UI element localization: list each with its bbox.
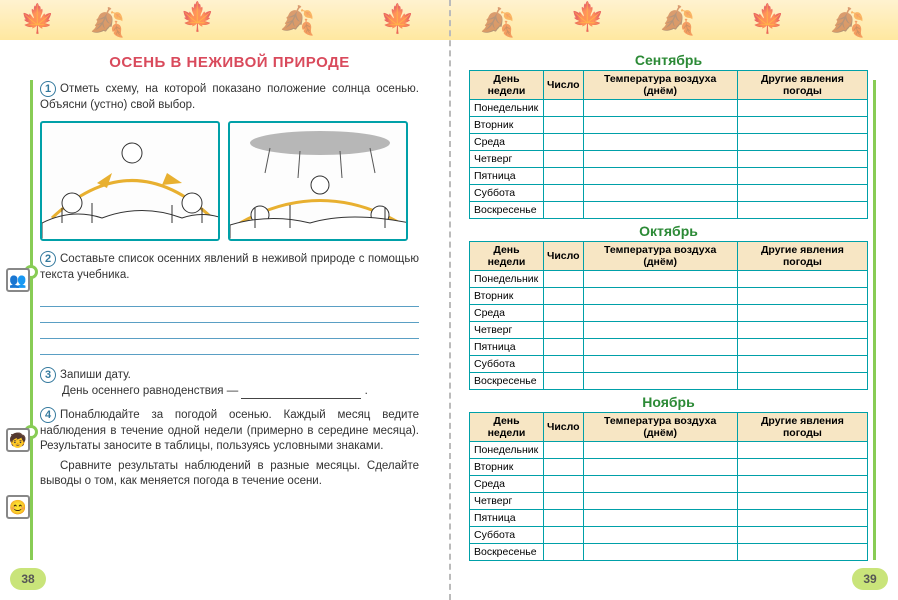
diagram-row [40,121,419,241]
margin-line [873,80,876,560]
page-spine [449,0,451,600]
col-weather: Другие явления погоды [737,71,867,100]
page-number-right: 39 [852,568,888,590]
task-number: 4 [40,407,56,423]
table-row: Суббота [470,185,868,202]
table-row: Понедельник [470,442,868,459]
col-temp: Температура воздуха (днём) [583,71,737,100]
table-row: Пятница [470,339,868,356]
table-row: Понедельник [470,271,868,288]
observe-icon: 🧒 [6,428,30,452]
month-title-september: Сентябрь [469,52,868,68]
page-title: ОСЕНЬ В НЕЖИВОЙ ПРИРОДЕ [40,54,419,71]
table-october[interactable]: День неделиЧислоТемпература воздуха (днё… [469,241,868,390]
task-2: 2Составьте список осенних явлений в нежи… [40,251,419,283]
col-day: День недели [470,71,544,100]
table-row: Вторник [470,459,868,476]
table-row: Вторник [470,117,868,134]
task-number: 2 [40,251,56,267]
table-november[interactable]: День неделиЧислоТемпература воздуха (днё… [469,412,868,561]
table-row: Среда [470,305,868,322]
table-row: Воскресенье [470,544,868,561]
page-number-left: 38 [10,568,46,590]
compare-icon: 😊 [6,495,30,519]
page-left: ОСЕНЬ В НЕЖИВОЙ ПРИРОДЕ 1Отметь схему, н… [0,40,449,600]
sun-diagram-summer [40,121,220,241]
table-row: Суббота [470,356,868,373]
table-row: Четверг [470,322,868,339]
task-1: 1Отметь схему, на которой показано полож… [40,81,419,113]
table-row: Среда [470,134,868,151]
table-september[interactable]: День неделиЧислоТемпература воздуха (днё… [469,70,868,219]
table-row: Понедельник [470,100,868,117]
col-num: Число [543,71,583,100]
task-number: 1 [40,81,56,97]
task-3: 3Запиши дату. День осеннего равноденстви… [40,367,419,399]
table-row: Среда [470,476,868,493]
month-title-november: Ноябрь [469,394,868,410]
task-number: 3 [40,367,56,383]
sun-diagram-autumn [228,121,408,241]
table-row: Четверг [470,493,868,510]
group-work-icon: 👥 [6,268,30,292]
page-right: Сентябрь День неделиЧислоТемпература воз… [449,40,898,600]
table-row: Пятница [470,510,868,527]
date-blank[interactable] [241,387,361,399]
table-row: Воскресенье [470,202,868,219]
month-title-october: Октябрь [469,223,868,239]
margin-line [30,80,33,560]
table-row: Воскресенье [470,373,868,390]
task-4: 4Понаблюдайте за погодой осенью. Каждый … [40,407,419,490]
writing-lines[interactable] [40,291,419,355]
table-row: Вторник [470,288,868,305]
table-row: Пятница [470,168,868,185]
table-row: Суббота [470,527,868,544]
table-row: Четверг [470,151,868,168]
